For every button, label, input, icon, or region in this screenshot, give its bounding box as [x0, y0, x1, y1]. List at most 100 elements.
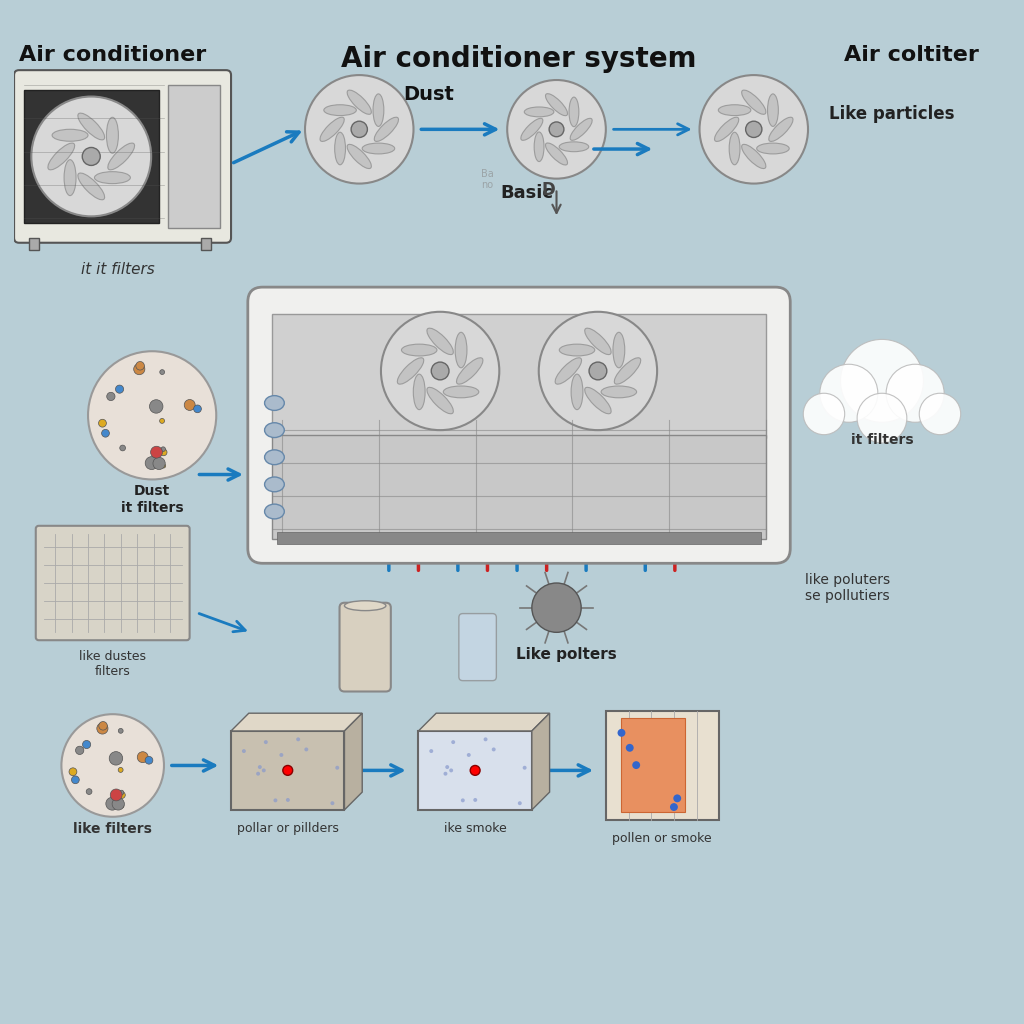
Circle shape [116, 385, 124, 393]
Ellipse shape [106, 118, 119, 154]
Circle shape [160, 370, 165, 375]
Ellipse shape [264, 477, 285, 492]
Ellipse shape [347, 144, 372, 169]
Ellipse shape [601, 386, 637, 397]
Circle shape [145, 457, 158, 470]
Circle shape [119, 792, 125, 799]
Circle shape [670, 803, 678, 811]
Ellipse shape [347, 90, 372, 115]
Bar [278, 531, 761, 544]
Circle shape [112, 798, 124, 810]
Text: it it filters: it it filters [81, 262, 155, 278]
FancyBboxPatch shape [606, 712, 719, 820]
Circle shape [151, 446, 163, 458]
Circle shape [617, 729, 626, 737]
Text: pollar or pillders: pollar or pillders [237, 821, 339, 835]
Circle shape [483, 737, 487, 741]
Ellipse shape [52, 129, 88, 141]
Circle shape [820, 365, 878, 422]
Circle shape [137, 752, 148, 763]
Ellipse shape [108, 143, 134, 170]
Text: Dust
it filters: Dust it filters [121, 484, 183, 515]
Ellipse shape [535, 132, 544, 162]
Circle shape [286, 798, 290, 802]
Text: Like particles: Like particles [829, 104, 954, 123]
Circle shape [518, 801, 522, 805]
Circle shape [492, 748, 496, 752]
Circle shape [429, 750, 433, 753]
Bar [168, 85, 220, 228]
Polygon shape [531, 713, 550, 810]
Ellipse shape [559, 344, 595, 356]
Ellipse shape [401, 344, 437, 356]
FancyBboxPatch shape [231, 731, 344, 810]
Circle shape [98, 419, 106, 427]
Circle shape [119, 791, 124, 795]
Text: Dust: Dust [403, 85, 455, 104]
Ellipse shape [757, 143, 790, 154]
Text: it filters: it filters [851, 433, 913, 447]
Text: D: D [542, 180, 555, 199]
Circle shape [273, 799, 278, 803]
Ellipse shape [373, 94, 384, 126]
Bar [272, 435, 766, 539]
Circle shape [304, 748, 308, 752]
Circle shape [626, 743, 634, 752]
Circle shape [461, 799, 465, 803]
Circle shape [86, 788, 92, 795]
Ellipse shape [264, 423, 285, 437]
Circle shape [470, 766, 480, 775]
Circle shape [467, 753, 471, 757]
Circle shape [120, 445, 126, 451]
Ellipse shape [324, 104, 356, 116]
Ellipse shape [741, 144, 766, 169]
Text: ike smoke: ike smoke [443, 821, 507, 835]
Ellipse shape [546, 143, 567, 165]
Ellipse shape [741, 90, 766, 115]
Circle shape [82, 147, 100, 166]
Circle shape [145, 757, 153, 764]
Ellipse shape [427, 387, 454, 414]
Circle shape [101, 429, 110, 437]
Circle shape [160, 419, 165, 423]
Ellipse shape [718, 104, 751, 116]
FancyBboxPatch shape [248, 287, 791, 563]
Circle shape [136, 361, 144, 370]
Circle shape [150, 399, 163, 413]
Ellipse shape [614, 357, 641, 384]
Circle shape [88, 351, 216, 479]
Ellipse shape [264, 504, 285, 519]
Ellipse shape [362, 143, 394, 154]
Ellipse shape [264, 395, 285, 411]
Circle shape [674, 795, 681, 802]
Ellipse shape [48, 143, 75, 170]
Ellipse shape [546, 93, 567, 116]
Circle shape [445, 765, 450, 769]
Circle shape [97, 723, 108, 734]
Ellipse shape [321, 117, 344, 141]
Ellipse shape [414, 374, 425, 410]
Ellipse shape [94, 172, 130, 183]
FancyBboxPatch shape [419, 731, 531, 810]
Ellipse shape [78, 173, 104, 200]
Polygon shape [344, 713, 362, 810]
Polygon shape [231, 713, 362, 731]
Circle shape [162, 464, 166, 468]
Bar [202, 238, 211, 250]
Circle shape [351, 121, 368, 137]
Ellipse shape [769, 117, 793, 141]
Ellipse shape [335, 132, 345, 165]
Circle shape [76, 746, 84, 755]
FancyBboxPatch shape [459, 613, 497, 681]
Ellipse shape [344, 601, 386, 610]
Circle shape [160, 449, 167, 456]
Circle shape [857, 393, 907, 443]
Circle shape [335, 766, 339, 770]
Ellipse shape [569, 97, 579, 127]
Circle shape [507, 80, 606, 178]
Ellipse shape [264, 450, 285, 465]
Circle shape [106, 392, 115, 400]
Text: Air conditioner system: Air conditioner system [341, 45, 696, 74]
Ellipse shape [374, 117, 398, 141]
Circle shape [283, 766, 293, 775]
